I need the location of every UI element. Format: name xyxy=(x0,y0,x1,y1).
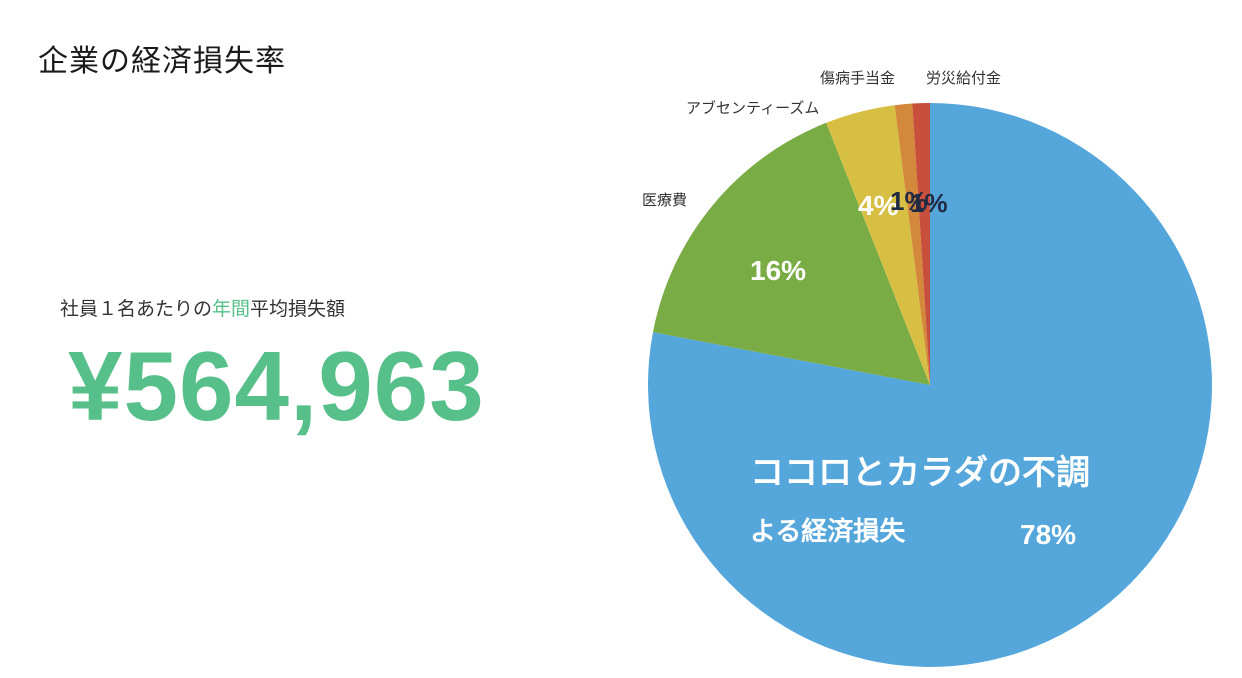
slice-2-name-label: 医療費 xyxy=(642,191,687,209)
summary-label-prefix: 社員１名あたりの xyxy=(60,298,213,320)
slice-1-label-line2: よる経済損失 xyxy=(750,516,906,547)
pie-slice-2 xyxy=(652,122,930,385)
slice-3-value-label: 4% xyxy=(858,190,899,221)
slice-2-value-label: 16% xyxy=(750,255,806,286)
summary-label-accent: 年間 xyxy=(212,298,251,320)
page-title: 企業の経済損失率 xyxy=(38,44,286,79)
summary-amount: ¥564,963 xyxy=(68,331,485,441)
pie-slice-1 xyxy=(648,103,1212,668)
pie-slice-3 xyxy=(826,105,930,385)
summary-label: 社員１名あたりの年間平均損失額 xyxy=(60,294,345,321)
pie-slice-4 xyxy=(894,103,930,385)
summary-label-suffix: 平均損失額 xyxy=(250,298,346,320)
pie-slice-5 xyxy=(912,103,930,385)
slice-1-value-label: 78% xyxy=(1020,519,1076,550)
slice-5-name-label: 労災給付金 xyxy=(926,69,1001,87)
slice-4-name-label: 傷病手当金 xyxy=(820,69,895,87)
slice-3-name-label: アブセンティーズム xyxy=(686,99,819,117)
slice-5-value-label: 1% xyxy=(910,188,948,218)
slice-4-value-label: 1% xyxy=(890,186,928,216)
slice-1-label-line1: ココロとカラダの不調 xyxy=(750,453,1090,493)
